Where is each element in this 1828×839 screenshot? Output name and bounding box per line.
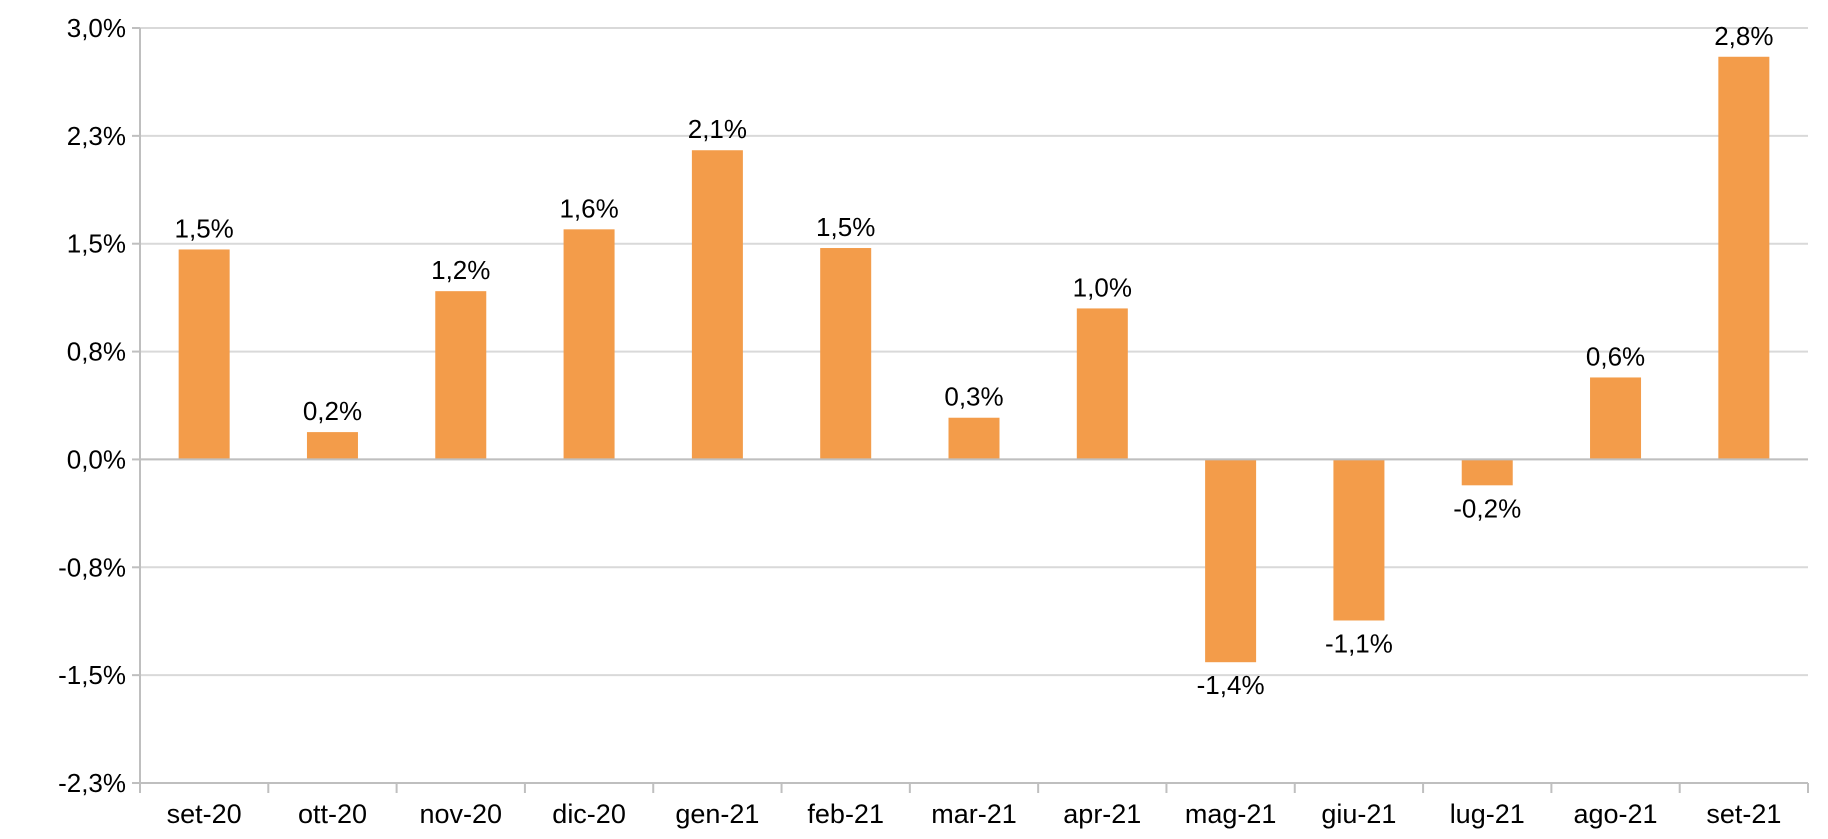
bar-set-21 [1718, 56, 1770, 460]
y-axis-tick-labels: 3,0% 2,3% 1,5% 0,8% 0,0% -0,8% -1,5% -2,3% [58, 13, 126, 798]
data-label-set-21: 2,8% [1714, 21, 1773, 51]
y-tick-label: 3,0% [67, 13, 126, 43]
y-tick-label: -2,3% [58, 768, 126, 798]
bar-ott-20 [306, 432, 358, 460]
bar-dic-20 [563, 229, 615, 460]
data-labels: 1,5% 0,2% 1,2% 1,6% 2,1% 1,5% 0,3% 1,0% -1,4% -1,… [175, 21, 1774, 700]
data-label-lug-21: -0,2% [1453, 493, 1521, 523]
bar-mar-21 [948, 417, 1000, 460]
data-label-ago-21: 0,6% [1586, 341, 1645, 371]
x-tick-label-set-20: set-20 [167, 799, 242, 829]
data-label-apr-21: 1,0% [1073, 272, 1132, 302]
data-label-mag-21: -1,4% [1197, 670, 1265, 700]
x-tick-label-lug-21: lug-21 [1450, 799, 1525, 829]
data-label-giu-21: -1,1% [1325, 628, 1393, 658]
bar-feb-21 [820, 248, 872, 460]
data-label-dic-20: 1,6% [559, 193, 618, 223]
bar-gen-21 [691, 150, 743, 460]
y-tick-label: 0,0% [67, 444, 126, 474]
data-label-gen-21: 2,1% [688, 114, 747, 144]
bar-ago-21 [1590, 377, 1642, 460]
bar-giu-21 [1333, 459, 1385, 621]
data-label-set-20: 1,5% [175, 213, 234, 243]
x-tick-label-apr-21: apr-21 [1063, 799, 1141, 829]
data-label-nov-20: 1,2% [431, 255, 490, 285]
axes [132, 27, 1809, 793]
x-tick-label-gen-21: gen-21 [675, 799, 759, 829]
y-tick-label: -1,5% [58, 660, 126, 690]
x-tick-label-set-21: set-21 [1706, 799, 1781, 829]
x-tick-label-dic-20: dic-20 [552, 799, 626, 829]
x-tick-label-ago-21: ago-21 [1573, 799, 1657, 829]
y-tick-label: -0,8% [58, 552, 126, 582]
x-tick-label-mar-21: mar-21 [931, 799, 1017, 829]
data-label-mar-21: 0,3% [944, 382, 1003, 412]
bar-mag-21 [1205, 459, 1257, 663]
x-axis-tick-labels: set-20 ott-20 nov-20 dic-20 gen-21 feb-21 mar-… [167, 799, 1782, 829]
x-tick-label-nov-20: nov-20 [419, 799, 502, 829]
data-label-feb-21: 1,5% [816, 212, 875, 242]
x-tick-label-ott-20: ott-20 [298, 799, 367, 829]
x-tick-label-giu-21: giu-21 [1321, 799, 1396, 829]
bar-set-20 [178, 249, 230, 460]
bar-lug-21 [1461, 459, 1513, 486]
bar-nov-20 [435, 291, 487, 460]
y-tick-label: 1,5% [67, 229, 126, 259]
x-tick-label-mag-21: mag-21 [1185, 799, 1277, 829]
bar-apr-21 [1076, 308, 1128, 460]
x-tick-label-feb-21: feb-21 [807, 799, 884, 829]
y-tick-label: 2,3% [67, 121, 126, 151]
y-tick-label: 0,8% [67, 337, 126, 367]
data-label-ott-20: 0,2% [303, 396, 362, 426]
bars [178, 56, 1770, 663]
